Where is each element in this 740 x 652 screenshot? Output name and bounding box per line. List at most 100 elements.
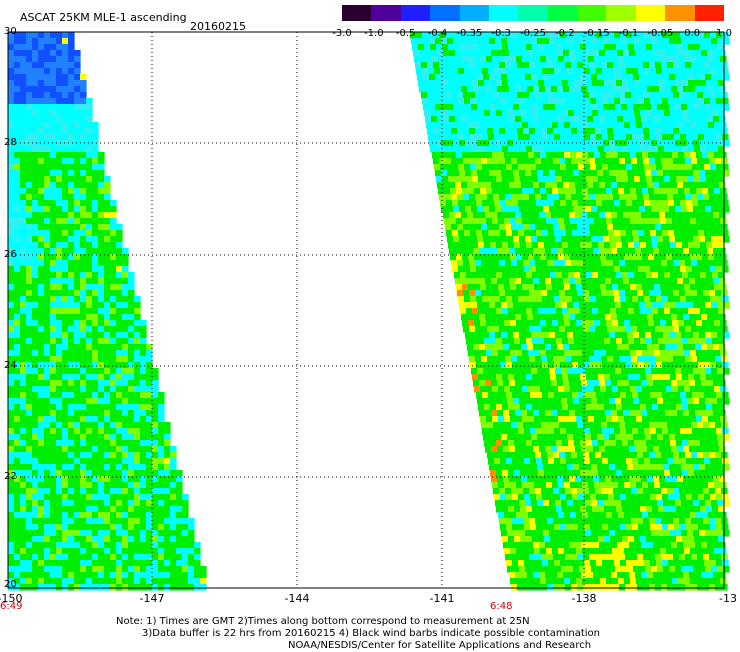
- swath-cell: [50, 536, 57, 543]
- swath-cell: [116, 272, 123, 279]
- swath-cell: [454, 176, 461, 183]
- swath-cell: [505, 158, 512, 165]
- swath-cell: [134, 296, 141, 303]
- swath-cell: [158, 464, 165, 471]
- swath-cell: [487, 158, 494, 165]
- swath-cell: [681, 398, 688, 405]
- swath-cell: [86, 458, 93, 465]
- swath-cell: [666, 350, 673, 357]
- swath-cell: [492, 254, 499, 261]
- swath-cell: [164, 434, 171, 441]
- swath-cell: [712, 308, 719, 315]
- swath-cell: [50, 236, 57, 243]
- swath-cell: [436, 44, 443, 51]
- swath-cell: [655, 92, 662, 99]
- swath-cell: [116, 548, 123, 555]
- swath-cell: [38, 92, 45, 99]
- swath-cell: [110, 236, 117, 243]
- swath-cell: [74, 194, 81, 201]
- swath-cell: [686, 230, 693, 237]
- swath-cell: [519, 368, 526, 375]
- swath-cell: [627, 104, 634, 111]
- swath-cell: [56, 152, 63, 159]
- swath-cell: [692, 392, 699, 399]
- swath-cell: [631, 326, 638, 333]
- swath-cell: [20, 320, 27, 327]
- swath-cell: [98, 320, 105, 327]
- swath-cell: [601, 326, 608, 333]
- swath-cell: [451, 158, 458, 165]
- swath-cell: [495, 74, 502, 81]
- swath-cell: [687, 236, 694, 243]
- swath-cell: [26, 44, 33, 51]
- swath-cell: [86, 464, 93, 471]
- swath-cell: [450, 56, 457, 63]
- swath-cell: [690, 152, 697, 159]
- swath-cell: [593, 50, 600, 57]
- swath-cell: [636, 188, 643, 195]
- swath-cell: [690, 218, 697, 225]
- swath-cell: [670, 110, 677, 117]
- swath-cell: [519, 206, 526, 213]
- swath-cell: [56, 140, 63, 147]
- swath-cell: [26, 260, 33, 267]
- swath-cell: [532, 242, 539, 249]
- swath-cell: [671, 50, 678, 57]
- swath-cell: [62, 224, 69, 231]
- swath-cell: [564, 284, 571, 291]
- swath-cell: [146, 476, 153, 483]
- swath-cell: [703, 356, 710, 363]
- swath-cell: [80, 116, 87, 123]
- swath-cell: [472, 242, 479, 249]
- swath-cell: [68, 296, 75, 303]
- swath-cell: [602, 98, 609, 105]
- swath-cell: [576, 152, 583, 159]
- swath-cell: [80, 338, 87, 345]
- swath-cell: [587, 248, 594, 255]
- swath-cell: [513, 302, 520, 309]
- swath-cell: [44, 74, 51, 81]
- swath-cell: [200, 572, 207, 579]
- swath-cell: [26, 542, 33, 549]
- swath-cell: [110, 350, 117, 357]
- swath-cell: [433, 62, 440, 69]
- swath-cell: [538, 374, 545, 381]
- swath-cell: [482, 362, 489, 369]
- swath-cell: [627, 236, 634, 243]
- swath-cell: [703, 326, 710, 333]
- swath-cell: [708, 122, 715, 129]
- swath-cell: [492, 386, 499, 393]
- swath-cell: [86, 332, 93, 339]
- swath-cell: [158, 434, 165, 441]
- swath-cell: [92, 134, 99, 141]
- swath-cell: [26, 80, 33, 87]
- swath-cell: [618, 284, 625, 291]
- swath-cell: [578, 32, 585, 39]
- swath-cell: [469, 194, 476, 201]
- swath-cell: [640, 338, 647, 345]
- swath-cell: [665, 380, 672, 387]
- swath-cell: [669, 104, 676, 111]
- swath-cell: [146, 536, 153, 543]
- swath-cell: [609, 368, 616, 375]
- swath-cell: [708, 152, 715, 159]
- swath-cell: [518, 392, 525, 399]
- swath-cell: [691, 158, 698, 165]
- swath-cell: [610, 80, 617, 87]
- swath-cell: [50, 98, 57, 105]
- swath-cell: [80, 86, 87, 93]
- swath-cell: [512, 98, 519, 105]
- swath-cell: [544, 272, 551, 279]
- swath-cell: [544, 242, 551, 249]
- swath-cell: [484, 146, 491, 153]
- swath-cell: [62, 392, 69, 399]
- swath-cell: [616, 176, 623, 183]
- swath-cell: [711, 368, 718, 375]
- swath-cell: [655, 260, 662, 267]
- swath-cell: [20, 158, 27, 165]
- swath-cell: [700, 176, 707, 183]
- swath-cells: [8, 32, 730, 591]
- swath-cell: [567, 398, 574, 405]
- swath-cell: [104, 530, 111, 537]
- swath-cell: [86, 578, 93, 585]
